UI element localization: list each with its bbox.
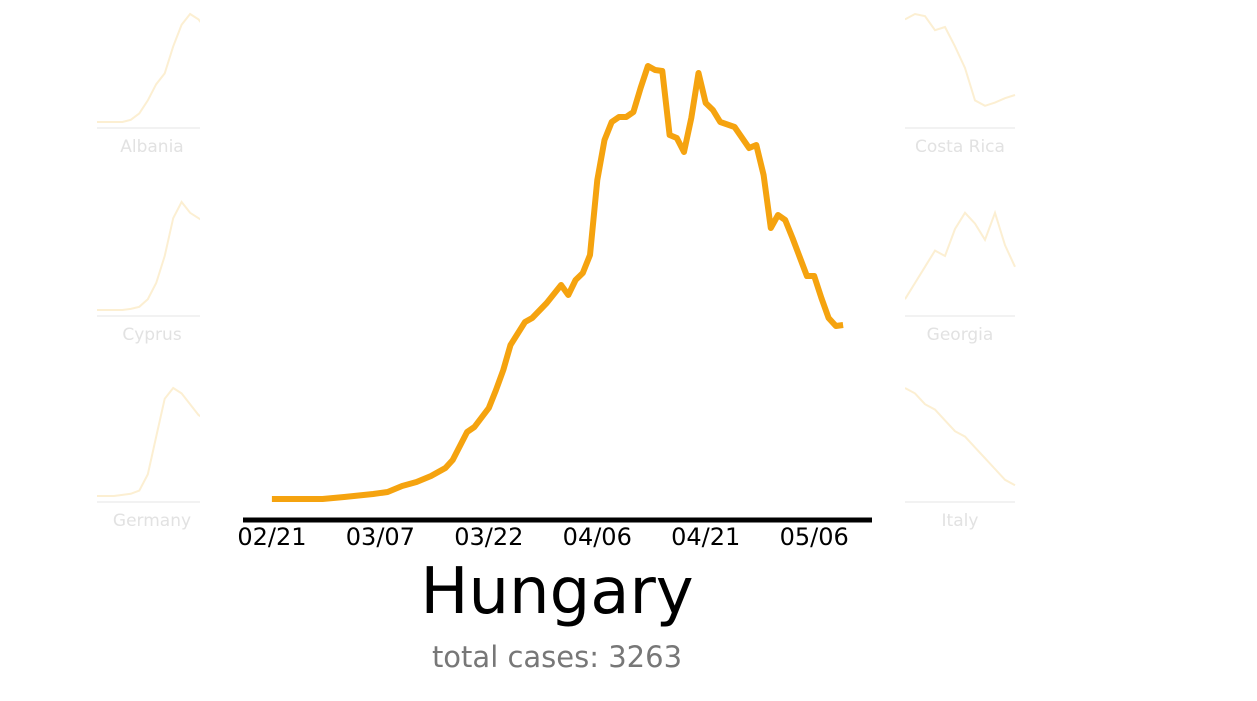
mini-title: Italy (942, 511, 979, 531)
mini-title: Cyprus (122, 325, 181, 345)
mini-line (904, 12, 1016, 107)
data-line (271, 63, 844, 502)
background-charts: Albania Cyprus Germany Costa Rica Georgia Ita… (97, 12, 1016, 531)
mini-title: Costa Rica (915, 137, 1005, 157)
mini-line (97, 200, 208, 311)
x-tick-label: 04/06 (563, 523, 632, 551)
chart-title: Hungary (420, 555, 693, 629)
x-tick-label: 05/06 (780, 523, 849, 551)
mini-line (97, 12, 208, 123)
x-tick-label: 02/21 (237, 523, 306, 551)
mini-line (904, 387, 1016, 487)
chart-subtitle: total cases: 3263 (432, 640, 682, 674)
mini-title: Georgia (927, 325, 994, 345)
panel (200, 0, 905, 701)
main-chart: 02/21 03/07 03/22 04/06 04/21 05/06 Hungary tot… (237, 63, 872, 674)
mini-line (904, 209, 1016, 300)
mini-line (97, 386, 208, 497)
mini-title: Germany (113, 511, 191, 531)
mini-title: Albania (120, 137, 183, 157)
x-tick-label: 03/22 (454, 523, 523, 551)
x-tick-label: 03/07 (346, 523, 415, 551)
x-tick-label: 04/21 (671, 523, 740, 551)
